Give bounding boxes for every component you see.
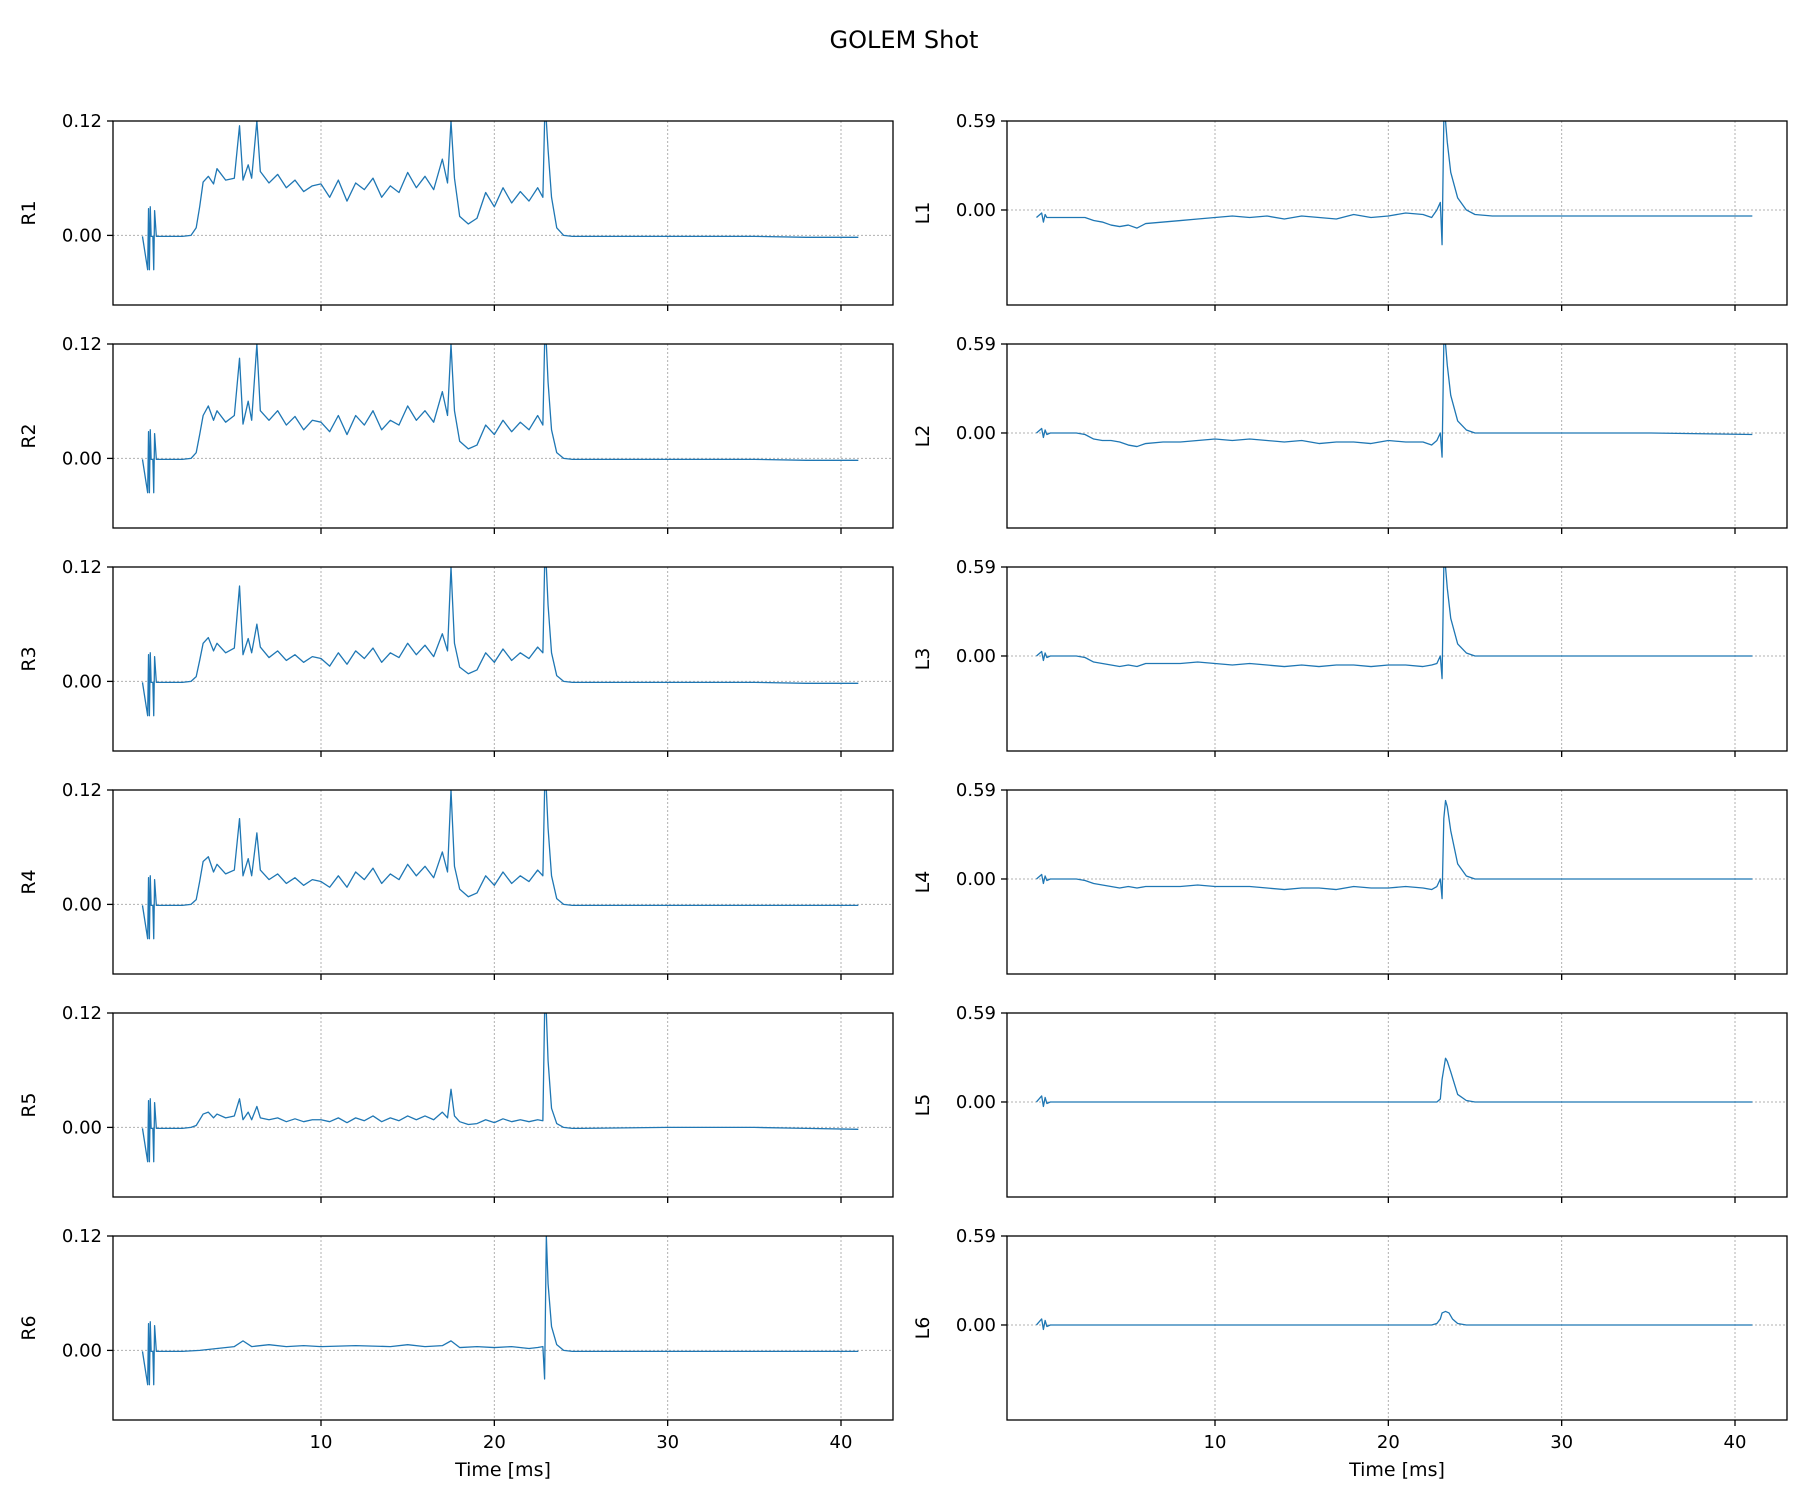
- x-tick-label: 20: [483, 1432, 506, 1453]
- panel-r1: 0.00 0.12 R1: [18, 111, 894, 311]
- series-line-r4: [141, 790, 859, 940]
- x-axis-label: Time [ms]: [454, 1459, 551, 1481]
- y-tick-label: 0.12: [62, 334, 102, 355]
- panel-r4: 0.00 0.12 R4: [18, 780, 894, 980]
- axes-frame: [112, 1235, 894, 1421]
- x-tick-label: 40: [830, 1432, 853, 1453]
- x-tick-label: 30: [656, 1432, 679, 1453]
- y-tick-label: 0.59: [956, 334, 996, 355]
- axes-frame: [1006, 343, 1788, 529]
- y-axis-label: L3: [912, 648, 934, 671]
- y-tick-label: 0.00: [62, 671, 102, 692]
- axes-frame: [112, 120, 894, 306]
- axes-frame: [112, 1012, 894, 1198]
- y-tick-label: 0.12: [62, 111, 102, 132]
- y-tick-label: 0.00: [956, 423, 996, 444]
- y-axis-label: R4: [18, 869, 40, 894]
- series-line-l1: [1036, 121, 1753, 246]
- y-axis-label: L6: [912, 1317, 934, 1340]
- y-axis-label: L1: [912, 202, 934, 225]
- y-tick-label: 0.12: [62, 557, 102, 578]
- series-line-l3: [1036, 567, 1753, 680]
- y-tick-label: 0.59: [956, 111, 996, 132]
- y-tick-label: 0.12: [62, 1003, 102, 1024]
- y-axis-label: L5: [912, 1094, 934, 1117]
- y-tick-label: 0.59: [956, 1226, 996, 1247]
- series-line-r5: [141, 1013, 859, 1163]
- axes-frame: [1006, 1235, 1788, 1421]
- figure-title: GOLEM Shot: [830, 26, 979, 54]
- y-axis-label: L4: [912, 871, 934, 894]
- x-tick-label: 10: [310, 1432, 333, 1453]
- y-tick-label: 0.59: [956, 1003, 996, 1024]
- x-tick-label: 10: [1204, 1432, 1227, 1453]
- y-tick-label: 0.00: [62, 225, 102, 246]
- y-tick-label: 0.59: [956, 557, 996, 578]
- y-tick-label: 0.00: [62, 894, 102, 915]
- y-axis-label: R3: [18, 646, 40, 671]
- y-axis-label: R2: [18, 423, 40, 448]
- y-tick-label: 0.00: [956, 646, 996, 667]
- y-tick-label: 0.12: [62, 780, 102, 801]
- series-line-r1: [141, 121, 859, 271]
- series-line-r6: [141, 1236, 859, 1386]
- y-tick-label: 0.12: [62, 1226, 102, 1247]
- series-line-r3: [141, 567, 859, 717]
- y-tick-label: 0.00: [956, 200, 996, 221]
- axes-frame: [1006, 566, 1788, 752]
- panel-r3: 0.00 0.12 R3: [18, 557, 894, 757]
- panels: 0.00 0.12 R1 0.00 0.59 L1 0.00 0.12 R2 0.00 0.59 L2…: [18, 111, 1788, 1481]
- panel-l1: 0.00 0.59 L1: [912, 111, 1788, 311]
- axes-frame: [112, 566, 894, 752]
- series-line-l6: [1035, 1310, 1753, 1331]
- axes-frame: [1006, 1012, 1788, 1198]
- panel-r6: 10 20 30 40 0.00 0.12 R6 Time [ms]: [18, 1226, 894, 1481]
- panel-l6: 10 20 30 40 0.00 0.59 L6 Time [ms]: [912, 1226, 1788, 1481]
- panel-l4: 0.00 0.59 L4: [912, 780, 1788, 980]
- y-tick-label: 0.00: [62, 1340, 102, 1361]
- y-axis-label: L2: [912, 425, 934, 448]
- axes-frame: [112, 343, 894, 529]
- x-tick-label: 30: [1550, 1432, 1573, 1453]
- panel-r5: 0.00 0.12 R5: [18, 1003, 894, 1203]
- y-tick-label: 0.59: [956, 780, 996, 801]
- panel-r2: 0.00 0.12 R2: [18, 334, 894, 534]
- y-axis-label: R1: [18, 200, 40, 225]
- axes-frame: [1006, 120, 1788, 306]
- axes-frame: [1006, 789, 1788, 975]
- x-axis-label: Time [ms]: [1348, 1459, 1445, 1481]
- y-axis-label: R5: [18, 1092, 40, 1117]
- series-line-l5: [1035, 1057, 1753, 1108]
- y-tick-label: 0.00: [956, 1092, 996, 1113]
- y-tick-label: 0.00: [62, 1117, 102, 1138]
- panel-l3: 0.00 0.59 L3: [912, 557, 1788, 757]
- y-tick-label: 0.00: [62, 448, 102, 469]
- series-line-r2: [141, 344, 859, 494]
- series-line-l4: [1036, 799, 1753, 900]
- x-tick-label: 20: [1377, 1432, 1400, 1453]
- y-tick-label: 0.00: [956, 1315, 996, 1336]
- x-tick-label: 40: [1724, 1432, 1747, 1453]
- y-tick-label: 0.00: [956, 869, 996, 890]
- panel-l2: 0.00 0.59 L2: [912, 334, 1788, 534]
- axes-frame: [112, 789, 894, 975]
- panel-l5: 0.00 0.59 L5: [912, 1003, 1788, 1203]
- series-line-l2: [1036, 344, 1753, 458]
- y-axis-label: R6: [18, 1315, 40, 1340]
